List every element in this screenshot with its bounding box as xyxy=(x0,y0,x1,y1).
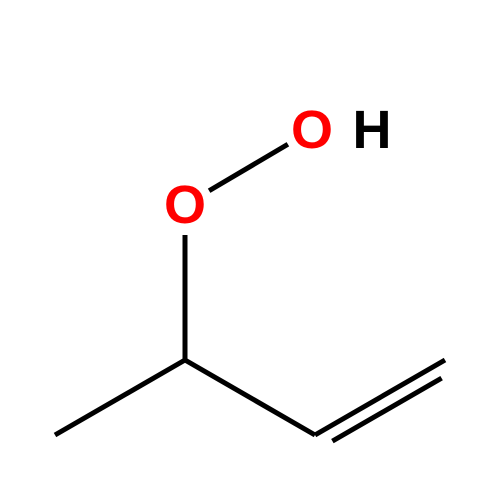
bond xyxy=(315,360,445,435)
bond xyxy=(209,144,288,191)
molecule-diagram: OOH xyxy=(0,0,500,500)
atoms-layer: OOH xyxy=(164,100,392,235)
bonds-layer xyxy=(55,144,445,441)
atom-label: O xyxy=(291,100,333,160)
bond xyxy=(332,378,441,441)
bond xyxy=(185,360,315,435)
atom-label: H xyxy=(353,100,392,160)
atom-label: O xyxy=(164,175,206,235)
bond xyxy=(55,360,185,435)
